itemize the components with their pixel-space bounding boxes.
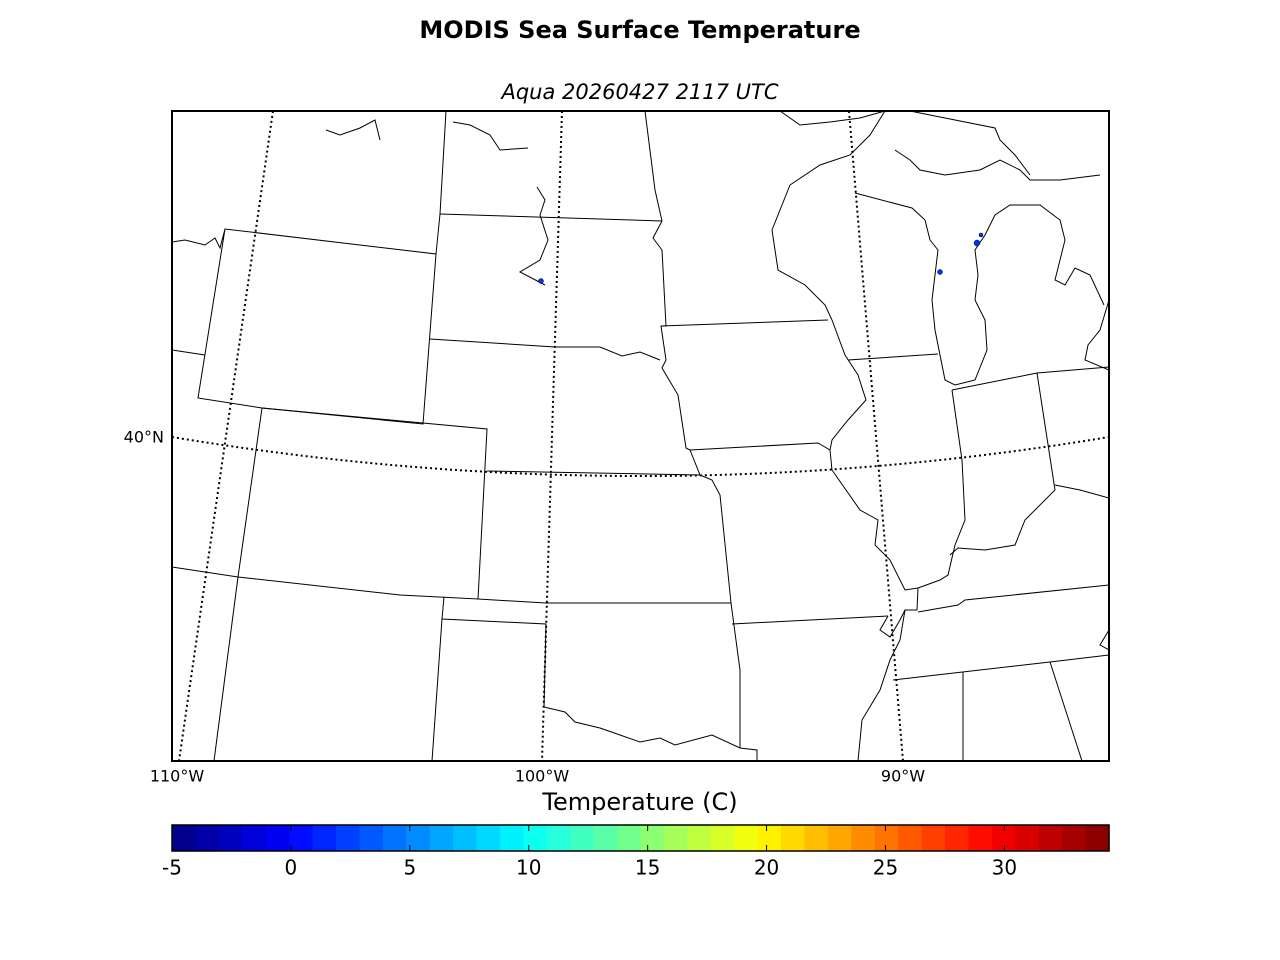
parallel (172, 436, 1109, 477)
color-segment (827, 825, 852, 851)
color-segment (172, 825, 197, 851)
color-segment (1062, 825, 1087, 851)
colorbar-frame (171, 824, 1110, 852)
tick-label: 30 (992, 856, 1017, 880)
color-segment (242, 825, 267, 851)
color-segment (710, 825, 735, 851)
color-segment (289, 825, 314, 851)
color-segment (851, 825, 876, 851)
color-segment (968, 825, 993, 851)
lon-label: 100°W (515, 767, 570, 786)
color-segment (734, 825, 759, 851)
color-segment (359, 825, 384, 851)
color-segment (265, 825, 290, 851)
color-segment (781, 825, 806, 851)
color-segment (476, 825, 501, 851)
color-segment (335, 825, 360, 851)
meridian (848, 111, 904, 761)
lake-pixels (538, 232, 984, 284)
color-segment (898, 825, 923, 851)
color-segment (804, 825, 829, 851)
lon-label: 90°W (881, 767, 925, 786)
tick-label: 15 (635, 856, 660, 880)
meridian (178, 111, 274, 761)
color-segment (617, 825, 642, 851)
color-segment (429, 825, 454, 851)
title: MODIS Sea Surface Temperature (419, 16, 860, 44)
color-segment (593, 825, 618, 851)
map-frame (171, 110, 1110, 762)
tick-label: 10 (516, 856, 541, 880)
color-segment (499, 825, 524, 851)
tick-label: 20 (754, 856, 779, 880)
lon-label: 110°W (150, 767, 205, 786)
color-segment (523, 825, 548, 851)
tick-label: 25 (873, 856, 898, 880)
color-segment (1085, 825, 1110, 851)
color-segment (757, 825, 782, 851)
color-segment (687, 825, 712, 851)
color-segment (453, 825, 478, 851)
map: 40°N 110°W 100°W 90°W (124, 110, 1110, 786)
color-segment (546, 825, 571, 851)
color-segment (570, 825, 595, 851)
color-segment (945, 825, 970, 851)
color-segment (195, 825, 220, 851)
color-segment (640, 825, 665, 851)
colorbar-label: Temperature (C) (541, 788, 737, 816)
tick-label: 0 (285, 856, 298, 880)
meridian (541, 111, 563, 761)
color-segment (663, 825, 688, 851)
color-segment (874, 825, 899, 851)
color-segment (1038, 825, 1063, 851)
color-segment (218, 825, 243, 851)
colorbar: -5 0 5 10 15 20 25 30 (162, 824, 1110, 880)
subtitle: Aqua 20260427 2117 UTC (499, 80, 778, 104)
color-segment (921, 825, 946, 851)
color-segment (312, 825, 337, 851)
lat-label: 40°N (124, 428, 164, 447)
color-segment (1015, 825, 1040, 851)
color-segment (382, 825, 407, 851)
tick-label: -5 (162, 856, 182, 880)
borders (172, 111, 1109, 761)
tick-label: 5 (403, 856, 416, 880)
